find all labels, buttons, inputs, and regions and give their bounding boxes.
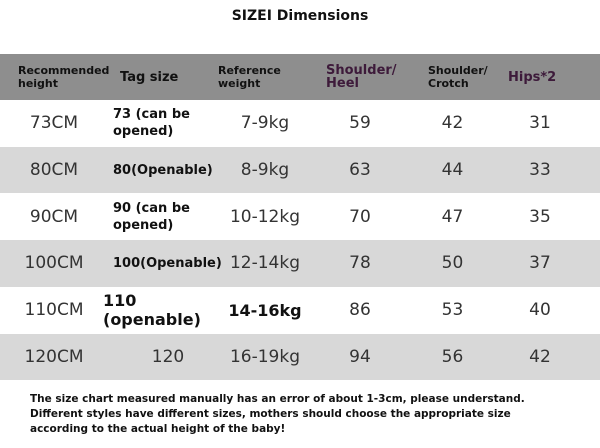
note: The size chart measured manually has an … bbox=[30, 392, 590, 437]
table-cell: 47 bbox=[441, 206, 464, 227]
table-cell: 90 (can be opened) bbox=[113, 200, 190, 233]
table-row: 73CM 73 (can be opened) 7-9kg 59 42 31 bbox=[0, 100, 600, 147]
header-cell: Shoulder/ Crotch bbox=[428, 64, 488, 90]
table-cell: 50 bbox=[441, 253, 464, 274]
height-cell: 90CM bbox=[29, 206, 79, 227]
table-cell: 42 bbox=[441, 113, 464, 134]
table-cell: 80(Openable) bbox=[113, 162, 213, 178]
table-cell: 94 bbox=[349, 346, 371, 367]
header-cell: Recommended height bbox=[18, 64, 110, 90]
header-cell: Tag size bbox=[120, 69, 179, 85]
height-cell: 80CM bbox=[29, 160, 79, 181]
height-cell: 110CM bbox=[24, 300, 84, 321]
table-row: 100CM 100(Openable) 12-14kg 78 50 37 bbox=[0, 240, 600, 287]
table-cell: 100(Openable) bbox=[113, 255, 222, 271]
height-cell: 73CM bbox=[29, 113, 79, 134]
note-line: The size chart measured manually has an … bbox=[30, 393, 525, 405]
height-cell: 100CM bbox=[24, 253, 84, 274]
table-cell: 86 bbox=[349, 300, 371, 321]
table-cell: 16-19kg bbox=[229, 346, 301, 367]
table-cell: 42 bbox=[529, 346, 551, 367]
table-cell: 12-14kg bbox=[229, 253, 301, 274]
header-row: Recommended height Tag size Reference weig… bbox=[0, 54, 600, 100]
table-cell: 73 (can be opened) bbox=[113, 107, 190, 140]
table-cell: 10-12kg bbox=[229, 206, 301, 227]
table-cell: 31 bbox=[529, 113, 551, 134]
table-cell: 70 bbox=[349, 206, 371, 227]
table-cell: 40 bbox=[529, 300, 551, 321]
table-row: 90CM 90 (can be opened) 10-12kg 70 47 35 bbox=[0, 193, 600, 240]
header-cell: Reference weight bbox=[218, 64, 281, 90]
table-cell: 8-9kg bbox=[240, 160, 290, 181]
header-cell: Shoulder/ Heel bbox=[326, 63, 397, 91]
table-cell: 120 bbox=[151, 346, 185, 367]
table-row: 120CM 120 16-19kg 94 56 42 bbox=[0, 333, 600, 381]
header-cell: Hips*2 bbox=[508, 69, 557, 85]
table-cell: 63 bbox=[349, 160, 371, 181]
table-cell: 33 bbox=[529, 160, 551, 181]
table-cell: 7-9kg bbox=[240, 113, 290, 134]
table-cell: 44 bbox=[441, 160, 464, 181]
height-cell: 120CM bbox=[24, 346, 84, 367]
note-line: according to the actual height of the ba… bbox=[30, 423, 286, 435]
title: SIZEI Dimensions bbox=[231, 8, 369, 24]
table-cell: 78 bbox=[349, 253, 371, 274]
note-line: Different styles have different sizes, m… bbox=[30, 408, 511, 420]
table-row: 110CM 110 (openable) 14-16kg 86 53 40 bbox=[0, 287, 600, 334]
table-cell: 59 bbox=[349, 113, 371, 134]
table-cell: 35 bbox=[529, 206, 551, 227]
table-cell: 37 bbox=[529, 253, 551, 274]
table-cell: 110 (openable) bbox=[103, 291, 201, 330]
table-cell: 56 bbox=[441, 346, 464, 367]
table-row: 80CM 80(Openable) 8-9kg 63 44 33 bbox=[0, 146, 600, 194]
table-cell: 14-16kg bbox=[228, 300, 302, 320]
table-cell: 53 bbox=[441, 300, 464, 321]
